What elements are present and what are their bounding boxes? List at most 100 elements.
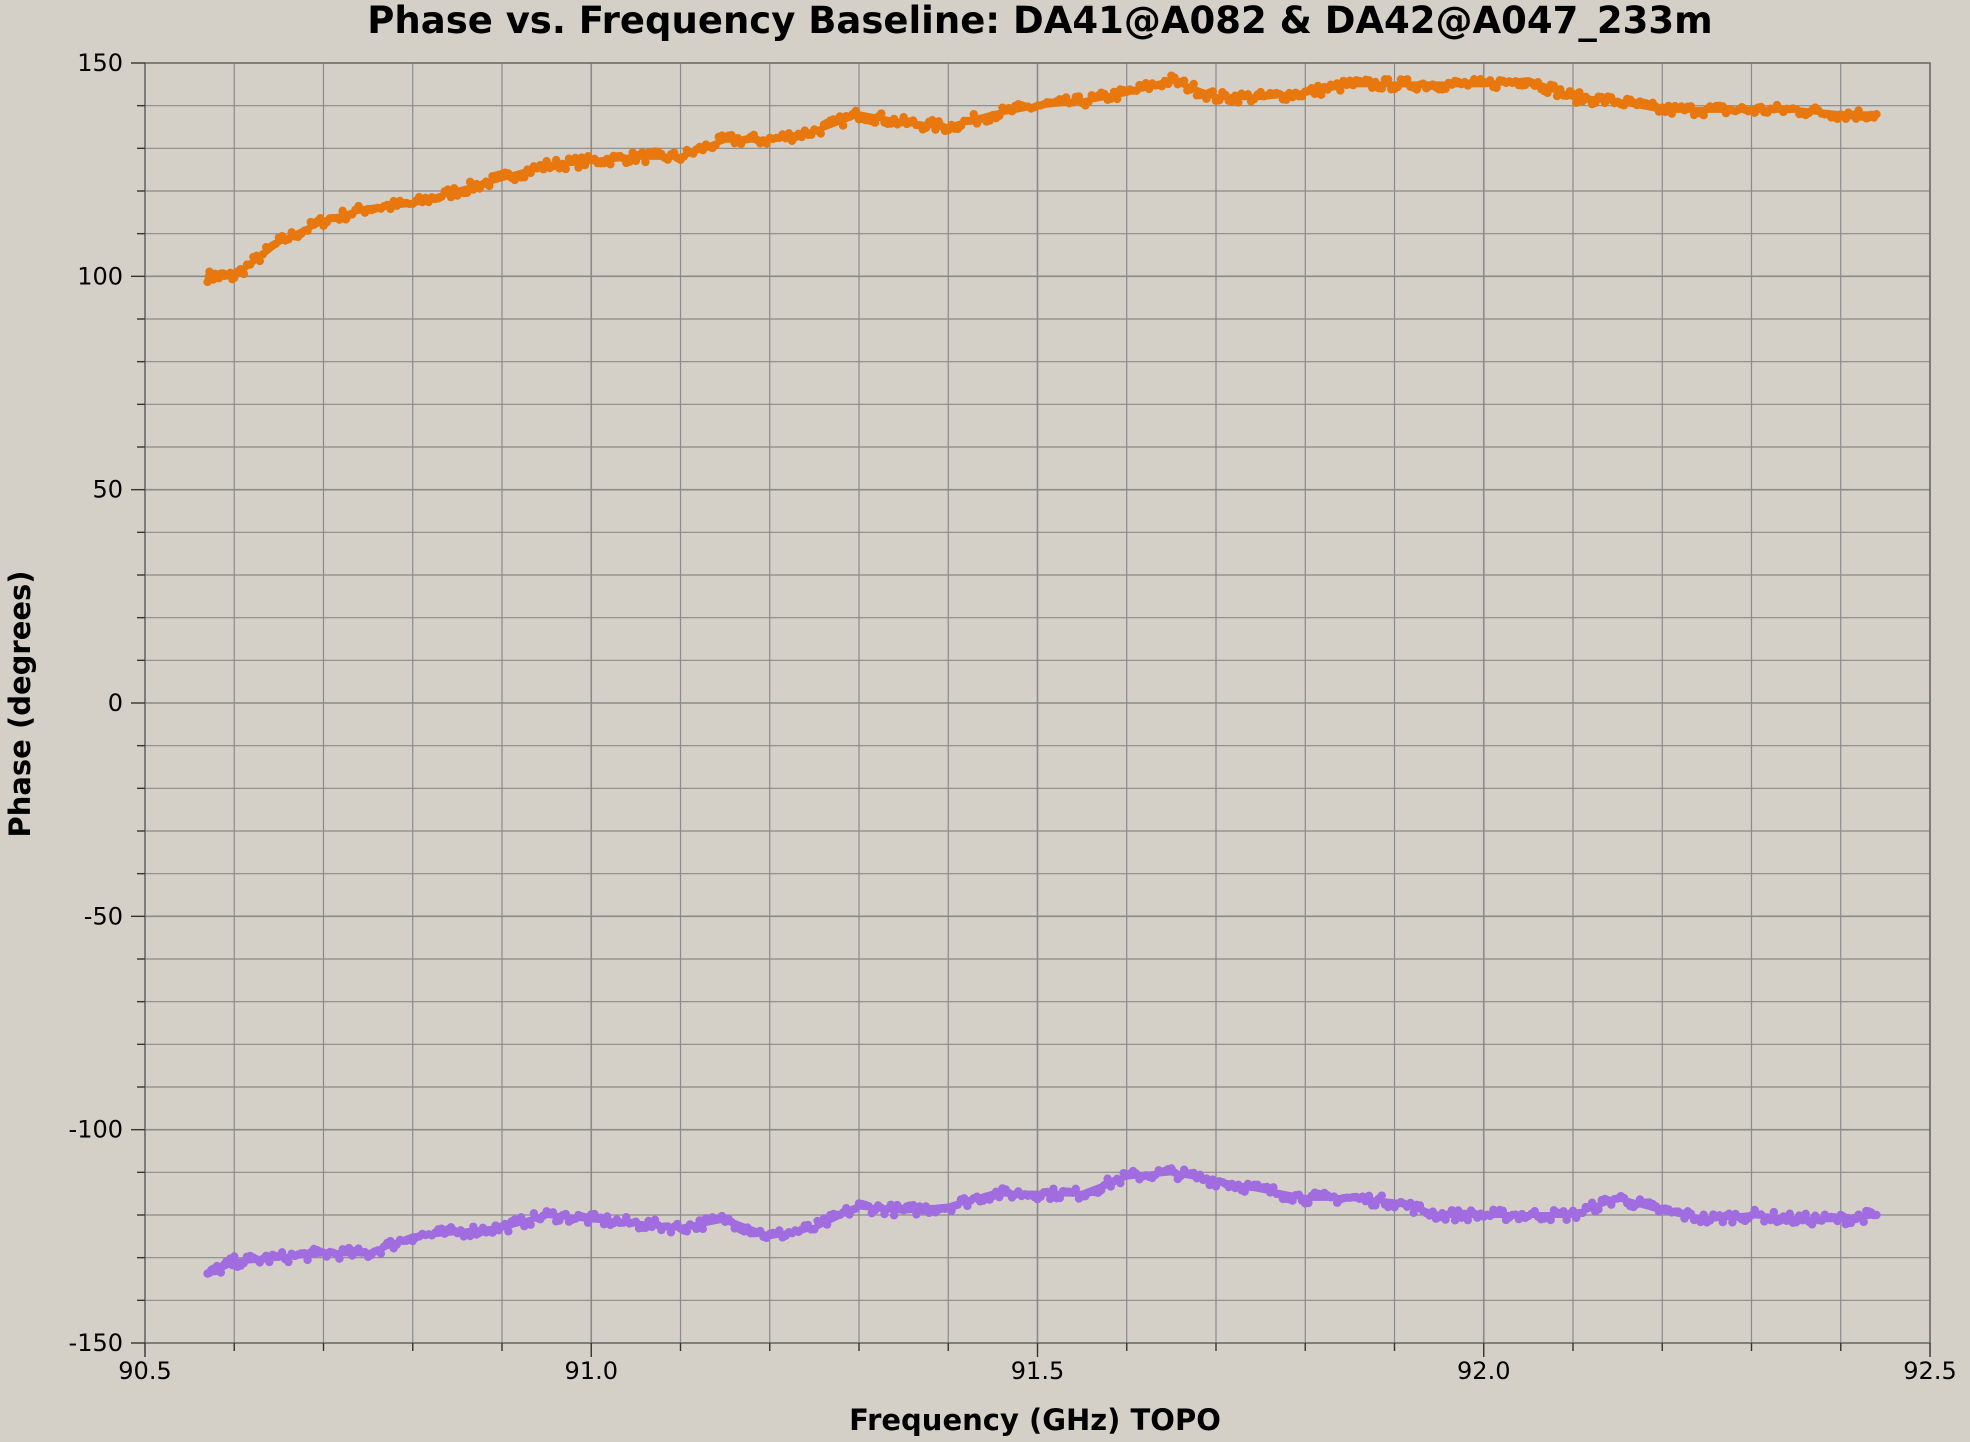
series-2-point bbox=[526, 1220, 535, 1229]
series-2-point bbox=[599, 1220, 609, 1229]
series-2-point bbox=[819, 1214, 829, 1223]
series-2-point bbox=[277, 1248, 287, 1257]
series-2-point bbox=[1269, 1183, 1278, 1192]
series-2-point bbox=[1438, 1209, 1447, 1218]
series-1-point bbox=[1600, 98, 1610, 108]
series-1-point bbox=[1533, 77, 1543, 87]
series-1-point bbox=[679, 152, 688, 161]
series-2-point bbox=[1756, 1210, 1766, 1219]
series-2-point bbox=[500, 1219, 510, 1229]
series-1-point bbox=[1332, 79, 1342, 88]
series-1-point bbox=[1718, 102, 1728, 111]
series-1-point bbox=[641, 157, 650, 167]
series-1-point bbox=[1377, 84, 1386, 93]
series-1-point bbox=[625, 157, 634, 166]
series-2-point bbox=[1766, 1215, 1775, 1225]
series-1-point bbox=[335, 215, 344, 224]
series-2-point bbox=[230, 1252, 239, 1261]
series-2-point bbox=[1042, 1187, 1052, 1197]
series-2-point bbox=[1454, 1206, 1463, 1215]
series-1-point bbox=[1403, 75, 1412, 84]
series-1-point bbox=[561, 164, 570, 174]
series-1-point bbox=[1485, 76, 1495, 85]
y-tick-label: 50 bbox=[92, 476, 123, 504]
series-2-point bbox=[908, 1200, 918, 1210]
series-2-points bbox=[203, 1164, 1881, 1278]
series-1-point bbox=[1336, 86, 1345, 95]
series-1-point bbox=[1556, 85, 1565, 94]
series-2-point bbox=[775, 1226, 784, 1235]
series-2-point bbox=[1364, 1191, 1374, 1201]
y-tick-label: -150 bbox=[69, 1329, 123, 1357]
series-2-point bbox=[1801, 1209, 1810, 1219]
series-1-point bbox=[449, 184, 459, 193]
series-1-point bbox=[443, 185, 453, 194]
series-2-point bbox=[864, 1201, 873, 1211]
series-2-point bbox=[1715, 1211, 1724, 1220]
data-series bbox=[203, 71, 1881, 1278]
series-1-point bbox=[1243, 90, 1253, 99]
series-1-point bbox=[520, 173, 529, 182]
series-1-point bbox=[1310, 89, 1320, 99]
series-2-point bbox=[1559, 1207, 1568, 1216]
series-1-point bbox=[1112, 94, 1122, 104]
series-2-point bbox=[1594, 1205, 1603, 1214]
series-2-point bbox=[1463, 1215, 1473, 1225]
series-2-point bbox=[504, 1227, 513, 1236]
series-1-point bbox=[1202, 94, 1211, 103]
series-1-point bbox=[1371, 77, 1380, 87]
series-1-point bbox=[628, 148, 637, 157]
series-1-point bbox=[1686, 102, 1696, 111]
x-tick-label: 90.5 bbox=[118, 1357, 171, 1385]
series-2-point bbox=[265, 1257, 274, 1267]
series-2-point bbox=[1377, 1191, 1386, 1200]
series-1-point bbox=[1281, 95, 1291, 104]
series-1-points bbox=[203, 71, 1881, 287]
series-2-point bbox=[1304, 1198, 1313, 1208]
series-1-point bbox=[485, 181, 494, 191]
series-1-point bbox=[928, 116, 937, 125]
series-2-point bbox=[1240, 1187, 1249, 1196]
series-2-point bbox=[303, 1255, 312, 1265]
series-2-point bbox=[842, 1203, 851, 1213]
series-2-point bbox=[1406, 1198, 1415, 1208]
series-2-point bbox=[516, 1213, 526, 1222]
series-1-point bbox=[303, 226, 312, 235]
series-2-point bbox=[1769, 1207, 1779, 1217]
series-1-point bbox=[1179, 76, 1189, 85]
series-2-point bbox=[300, 1249, 309, 1258]
series-1-point bbox=[797, 132, 806, 142]
y-tick-label: -100 bbox=[69, 1116, 123, 1144]
series-2-point bbox=[1798, 1216, 1807, 1225]
series-2-point bbox=[1872, 1210, 1881, 1220]
series-1-point bbox=[1234, 98, 1243, 107]
series-1-point bbox=[1383, 75, 1393, 84]
series-2-point bbox=[239, 1258, 249, 1268]
series-1-point bbox=[1170, 73, 1179, 82]
series-1-point bbox=[966, 116, 975, 126]
series-1-point bbox=[1074, 92, 1084, 101]
series-1-point bbox=[551, 155, 561, 165]
series-2-point bbox=[1176, 1171, 1186, 1181]
series-2-point bbox=[1450, 1216, 1460, 1225]
series-2-point bbox=[1785, 1209, 1794, 1218]
series-1-point bbox=[462, 188, 472, 198]
series-2-point bbox=[1428, 1207, 1437, 1216]
series-2-point bbox=[602, 1212, 612, 1221]
y-axis-label: Phase (degrees) bbox=[3, 570, 37, 837]
series-1-point bbox=[969, 110, 978, 119]
series-2-point bbox=[1791, 1218, 1801, 1227]
series-1-point bbox=[711, 141, 720, 150]
series-2-point bbox=[1686, 1209, 1696, 1218]
series-1-point bbox=[255, 256, 264, 266]
series-2-point bbox=[1170, 1168, 1179, 1177]
series-1-point bbox=[1568, 89, 1578, 99]
series-2-point bbox=[1546, 1215, 1555, 1225]
series-1-point bbox=[606, 160, 615, 169]
series-1-point bbox=[1313, 81, 1323, 91]
series-2-point bbox=[596, 1213, 606, 1222]
series-2-point bbox=[695, 1216, 704, 1225]
series-2-point bbox=[1447, 1206, 1457, 1215]
series-2-point bbox=[995, 1192, 1004, 1202]
